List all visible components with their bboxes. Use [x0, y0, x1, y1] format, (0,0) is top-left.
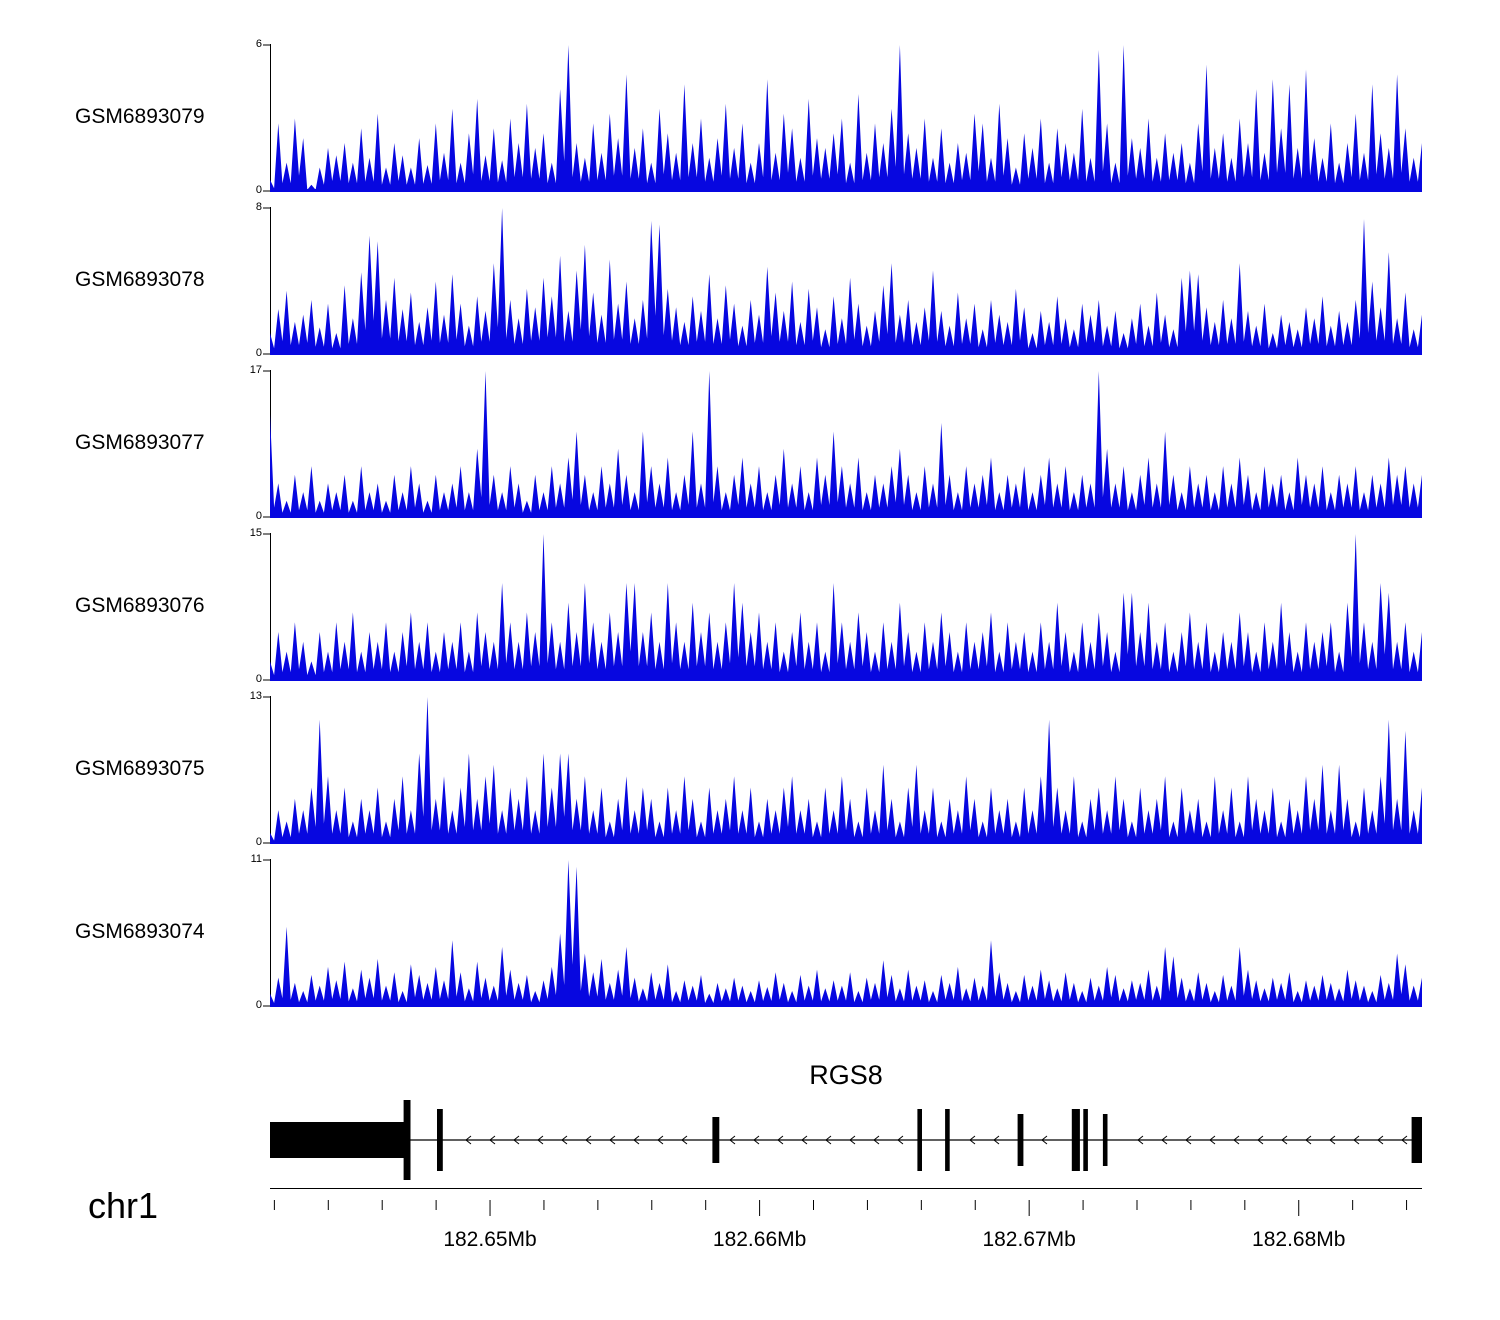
strand-arrow-left-icon [1209, 1135, 1216, 1145]
strand-arrow-left-icon [729, 1135, 736, 1145]
strand-arrow-left-icon [1377, 1135, 1384, 1145]
strand-arrow-left-icon [897, 1135, 904, 1145]
strand-arrow-left-icon [873, 1135, 880, 1145]
track-label: GSM6893078 [75, 268, 205, 291]
axis-tick-label: 182.65Mb [443, 1228, 536, 1251]
yaxis-max-label: 17 [249, 364, 262, 376]
strand-arrow-left-icon [1329, 1135, 1336, 1145]
strand-arrow-left-icon [1281, 1135, 1288, 1145]
strand-arrow-left-icon [465, 1135, 472, 1145]
coverage-area [270, 697, 1422, 844]
strand-arrow-left-icon [1185, 1135, 1192, 1145]
axis-tick-label: 182.68Mb [1252, 1228, 1345, 1251]
gene-exon [1411, 1117, 1422, 1163]
gene-exon [403, 1100, 411, 1180]
strand-arrow-left-icon [1137, 1135, 1144, 1145]
strand-arrow-left-icon [969, 1135, 976, 1145]
strand-arrow-left-icon [777, 1135, 784, 1145]
strand-arrow-left-icon [801, 1135, 808, 1145]
strand-arrow-left-icon [537, 1135, 544, 1145]
yaxis-min-label: 0 [255, 184, 262, 196]
gene-exon [712, 1117, 720, 1163]
coverage-plot [263, 207, 1422, 355]
yaxis-min-label: 0 [255, 999, 262, 1011]
track-label: GSM6893074 [75, 920, 205, 943]
axis-tick-label: 182.67Mb [982, 1228, 1075, 1251]
gene-model-plot [270, 1100, 1422, 1180]
strand-arrow-left-icon [609, 1135, 616, 1145]
track-label: GSM6893077 [75, 431, 205, 454]
coverage-plot [263, 370, 1422, 518]
gene-exon [917, 1109, 922, 1171]
coverage-area [270, 208, 1422, 355]
gene-exon [1102, 1114, 1108, 1166]
strand-arrow-left-icon [561, 1135, 568, 1145]
coverage-plot [263, 859, 1422, 1007]
genome-axis-plot: 182.65Mb 182.66Mb 182.67Mb 182.68Mb [273, 1200, 1408, 1251]
track-label: GSM6893076 [75, 594, 205, 617]
coverage-area [270, 371, 1422, 518]
chromosome-label: chr1 [88, 1185, 159, 1226]
strand-arrow-left-icon [753, 1135, 760, 1145]
gene-exon [945, 1109, 950, 1171]
coverage-area [270, 860, 1422, 1007]
strand-arrow-left-icon [825, 1135, 832, 1145]
coverage-area [270, 45, 1422, 192]
coverage-area [270, 534, 1422, 681]
strand-arrow-left-icon [681, 1135, 688, 1145]
gene-exon [1083, 1109, 1088, 1171]
strand-arrow-left-icon [633, 1135, 640, 1145]
track-label: GSM6893079 [75, 105, 205, 128]
yaxis-min-label: 0 [255, 836, 262, 848]
gene-exon [1017, 1114, 1024, 1166]
yaxis-max-label: 13 [249, 690, 262, 702]
strand-arrow-left-icon [657, 1135, 664, 1145]
strand-arrow-left-icon [513, 1135, 520, 1145]
yaxis-max-label: 15 [249, 527, 262, 539]
yaxis-max-label: 8 [255, 201, 262, 213]
track-label: GSM6893075 [75, 757, 205, 780]
yaxis-max-label: 6 [255, 38, 262, 50]
gene-exon [1071, 1109, 1080, 1171]
coverage-plot [263, 44, 1422, 192]
yaxis-min-label: 0 [255, 510, 262, 522]
gene-exon [437, 1109, 443, 1171]
yaxis-min-label: 0 [255, 347, 262, 359]
yaxis-min-label: 0 [255, 673, 262, 685]
strand-arrow-left-icon [489, 1135, 496, 1145]
axis-tick-label: 182.66Mb [713, 1228, 806, 1251]
coverage-plot [263, 696, 1422, 844]
strand-arrow-left-icon [849, 1135, 856, 1145]
gene-exon [270, 1122, 406, 1158]
coverage-plot [263, 533, 1422, 681]
strand-arrow-left-icon [1161, 1135, 1168, 1145]
strand-arrow-left-icon [1401, 1135, 1408, 1145]
strand-arrow-left-icon [1305, 1135, 1312, 1145]
strand-arrow-left-icon [1257, 1135, 1264, 1145]
strand-arrow-left-icon [1041, 1135, 1048, 1145]
strand-arrow-left-icon [585, 1135, 592, 1145]
strand-arrow-left-icon [1353, 1135, 1360, 1145]
gene-name-label: RGS8 [809, 1060, 883, 1090]
yaxis-max-label: 11 [250, 853, 262, 865]
chromosome-line [270, 1188, 1422, 1189]
strand-arrow-left-icon [993, 1135, 1000, 1145]
strand-arrow-left-icon [1233, 1135, 1240, 1145]
